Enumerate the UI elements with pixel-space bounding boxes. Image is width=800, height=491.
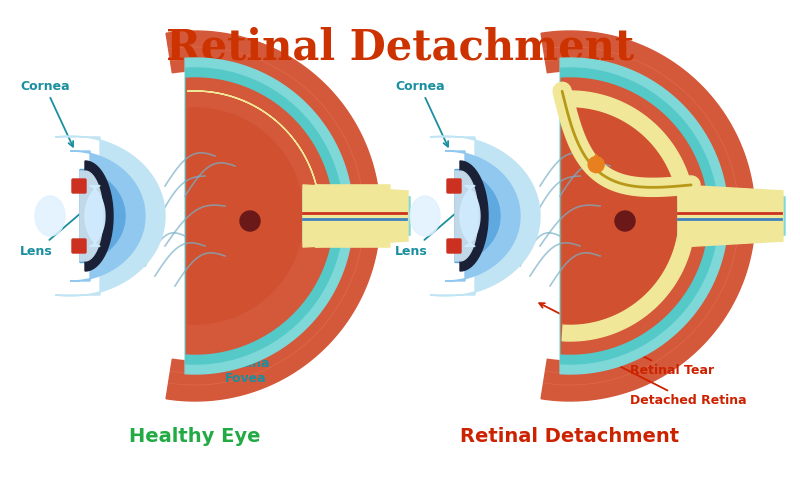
Text: Retina
Fovea: Retina Fovea — [225, 291, 270, 385]
Text: Lens: Lens — [395, 204, 466, 257]
Polygon shape — [541, 31, 754, 207]
Polygon shape — [303, 185, 408, 247]
Polygon shape — [166, 31, 380, 207]
Polygon shape — [678, 190, 785, 242]
Polygon shape — [562, 78, 708, 354]
Polygon shape — [85, 186, 105, 246]
Ellipse shape — [410, 196, 440, 236]
Polygon shape — [455, 171, 478, 261]
Polygon shape — [445, 151, 520, 281]
Polygon shape — [70, 151, 145, 281]
Polygon shape — [455, 169, 500, 263]
Text: Cornea: Cornea — [20, 80, 73, 147]
Polygon shape — [186, 78, 333, 354]
Polygon shape — [80, 171, 103, 261]
Polygon shape — [541, 225, 754, 401]
Circle shape — [240, 211, 260, 231]
Text: Retinal Tear: Retinal Tear — [539, 303, 714, 378]
Text: Retinal Detachment: Retinal Detachment — [461, 427, 679, 445]
FancyBboxPatch shape — [72, 239, 86, 253]
Text: Retinal Detachment: Retinal Detachment — [166, 26, 634, 68]
Polygon shape — [562, 185, 695, 341]
Text: Retina: Retina — [654, 219, 746, 233]
FancyBboxPatch shape — [447, 239, 461, 253]
Polygon shape — [55, 136, 165, 296]
Text: Healthy Eye: Healthy Eye — [130, 427, 261, 445]
Polygon shape — [185, 58, 353, 374]
Polygon shape — [80, 169, 125, 263]
Polygon shape — [187, 91, 390, 247]
FancyBboxPatch shape — [72, 179, 86, 193]
Polygon shape — [562, 91, 694, 196]
Text: Detached Retina: Detached Retina — [564, 338, 746, 408]
Polygon shape — [315, 185, 405, 247]
Polygon shape — [303, 190, 410, 242]
Polygon shape — [85, 161, 113, 271]
Polygon shape — [430, 136, 540, 296]
Circle shape — [588, 157, 604, 172]
Text: Cornea: Cornea — [395, 80, 448, 147]
Polygon shape — [166, 225, 380, 401]
Polygon shape — [563, 108, 678, 324]
Polygon shape — [460, 186, 480, 246]
Polygon shape — [188, 108, 303, 324]
Polygon shape — [561, 68, 718, 364]
Ellipse shape — [35, 196, 65, 236]
Polygon shape — [560, 58, 728, 374]
FancyBboxPatch shape — [447, 179, 461, 193]
Circle shape — [615, 211, 635, 231]
Polygon shape — [186, 68, 343, 364]
Polygon shape — [678, 185, 783, 247]
Text: Lens: Lens — [20, 204, 91, 257]
Polygon shape — [460, 161, 488, 271]
